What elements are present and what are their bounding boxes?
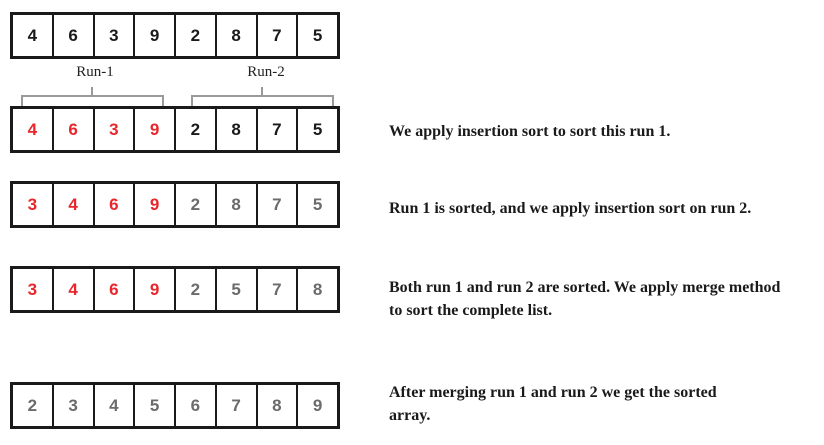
- array-cell: 7: [255, 184, 297, 225]
- array-cell: 3: [51, 385, 93, 426]
- array-cell: 6: [92, 269, 134, 310]
- array-cell: 5: [296, 109, 337, 150]
- array-cell: 9: [133, 109, 174, 150]
- array-cell: 6: [174, 385, 215, 426]
- array-cell: 8: [214, 15, 256, 56]
- array-cell: 6: [51, 15, 93, 56]
- run-2-brace-icon: [191, 87, 334, 106]
- array-cell: 9: [133, 15, 174, 56]
- array-cell: 9: [133, 184, 174, 225]
- array-cell: 3: [27, 279, 38, 299]
- array-cell: 2: [174, 109, 215, 150]
- array-cell: 2: [174, 269, 215, 310]
- step-description-2: Run 1 is sorted, and we apply insertion …: [389, 200, 752, 217]
- array-cell: 8: [214, 184, 256, 225]
- array-cell: 5: [296, 184, 337, 225]
- array-cell: 3: [92, 15, 134, 56]
- array-cell: 7: [214, 385, 256, 426]
- step-description-3: Both run 1 and run 2 are sorted. We appl…: [389, 279, 781, 319]
- array-cell: 8: [296, 269, 337, 310]
- array-cell: 3: [27, 194, 38, 214]
- array-cell: 8: [255, 385, 297, 426]
- array-cell: 9: [133, 269, 174, 310]
- array-cell: 4: [27, 119, 38, 139]
- step-description-1: We apply insertion sort to sort this run…: [389, 123, 671, 140]
- array-cell: 4: [27, 25, 38, 45]
- run-2-label: Run-2: [247, 64, 285, 80]
- array-cell: 4: [92, 385, 134, 426]
- array-cell: 7: [255, 109, 297, 150]
- array-cell: 4: [51, 184, 93, 225]
- array-cell: 5: [133, 385, 174, 426]
- array-cell: 6: [51, 109, 93, 150]
- array-cell: 2: [27, 395, 38, 415]
- array-cell: 7: [255, 269, 297, 310]
- array-cell: 3: [92, 109, 134, 150]
- array-cell: 6: [92, 184, 134, 225]
- run-1-label: Run-1: [76, 64, 114, 80]
- array-cell: 2: [174, 184, 215, 225]
- array-cell: 9: [296, 385, 337, 426]
- array-cell: 5: [296, 15, 337, 56]
- array-cell: 5: [214, 269, 256, 310]
- array-cell: 2: [174, 15, 215, 56]
- array-cell: 4: [51, 269, 93, 310]
- step-description-4: After merging run 1 and run 2 we get the…: [389, 384, 717, 424]
- array-cell: 7: [255, 15, 297, 56]
- array-cell: 8: [214, 109, 256, 150]
- run-1-brace-icon: [21, 87, 164, 106]
